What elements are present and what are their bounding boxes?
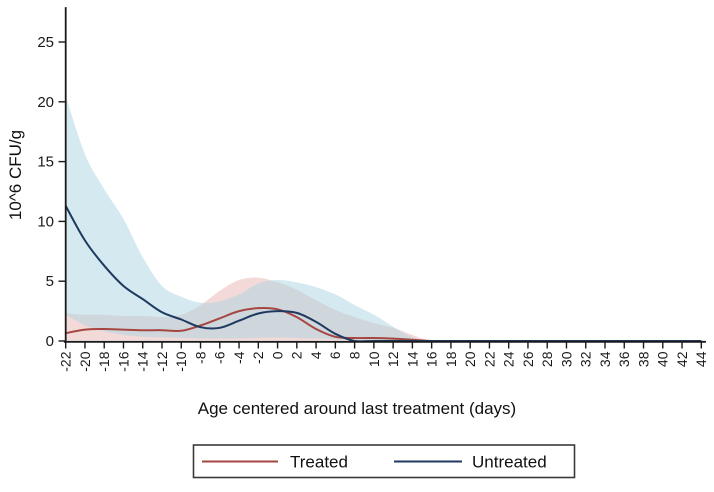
x-tick-label: 18: [443, 351, 459, 367]
y-tick-label: 5: [46, 273, 54, 290]
x-tick-label: -18: [96, 351, 112, 371]
x-tick-label: 22: [481, 351, 497, 367]
x-tick-label: -22: [58, 351, 74, 371]
legend-label-untreated: Untreated: [472, 453, 547, 472]
y-axis-label: 10^6 CFU/g: [6, 130, 25, 220]
untreated-ci-band: [65, 95, 702, 342]
x-tick-label: -2: [250, 351, 266, 364]
x-tick-label: 16: [424, 351, 440, 367]
legend: Treated Untreated: [192, 444, 576, 479]
x-tick-label: -8: [192, 351, 208, 364]
x-tick-label: 30: [558, 351, 574, 367]
x-tick-label: -20: [77, 351, 93, 371]
x-tick-label: 42: [674, 351, 690, 367]
x-tick-label: 2: [289, 351, 305, 359]
x-tick-label: 26: [520, 351, 536, 367]
x-tick-label: 8: [347, 351, 363, 359]
x-tick-label: -14: [135, 351, 151, 371]
x-tick-label: 6: [327, 351, 343, 359]
y-tick-label: 25: [37, 34, 54, 51]
x-tick-label: 38: [635, 351, 651, 367]
x-tick-label: -6: [212, 351, 228, 364]
legend-label-treated: Treated: [290, 453, 348, 472]
x-tick-label: 28: [539, 351, 555, 367]
x-tick-label: 40: [655, 351, 671, 367]
x-tick-label: -16: [115, 351, 131, 371]
y-tick-label: 0: [46, 333, 54, 350]
x-tick-label: 10: [366, 351, 382, 367]
x-tick-label: 12: [385, 351, 401, 367]
x-tick-label: -10: [173, 351, 189, 371]
x-tick-label: 4: [308, 351, 324, 359]
x-tick-label: 34: [597, 351, 613, 367]
x-tick-label: 14: [404, 351, 420, 367]
x-axis-label: Age centered around last treatment (days…: [198, 399, 516, 418]
x-tick-label: 32: [578, 351, 594, 367]
x-tick-label: 24: [501, 351, 517, 367]
x-tick-label: 44: [693, 351, 709, 367]
x-tick-label: -12: [154, 351, 170, 371]
x-tick-label: -4: [231, 351, 247, 364]
y-tick-label: 15: [37, 154, 54, 171]
x-tick-label: 0: [270, 351, 286, 359]
y-tick-label: 20: [37, 94, 54, 111]
x-tick-label: 36: [616, 351, 632, 367]
x-tick-label: 20: [462, 351, 478, 367]
y-tick-label: 10: [37, 213, 54, 230]
confidence-bands: [65, 95, 702, 342]
